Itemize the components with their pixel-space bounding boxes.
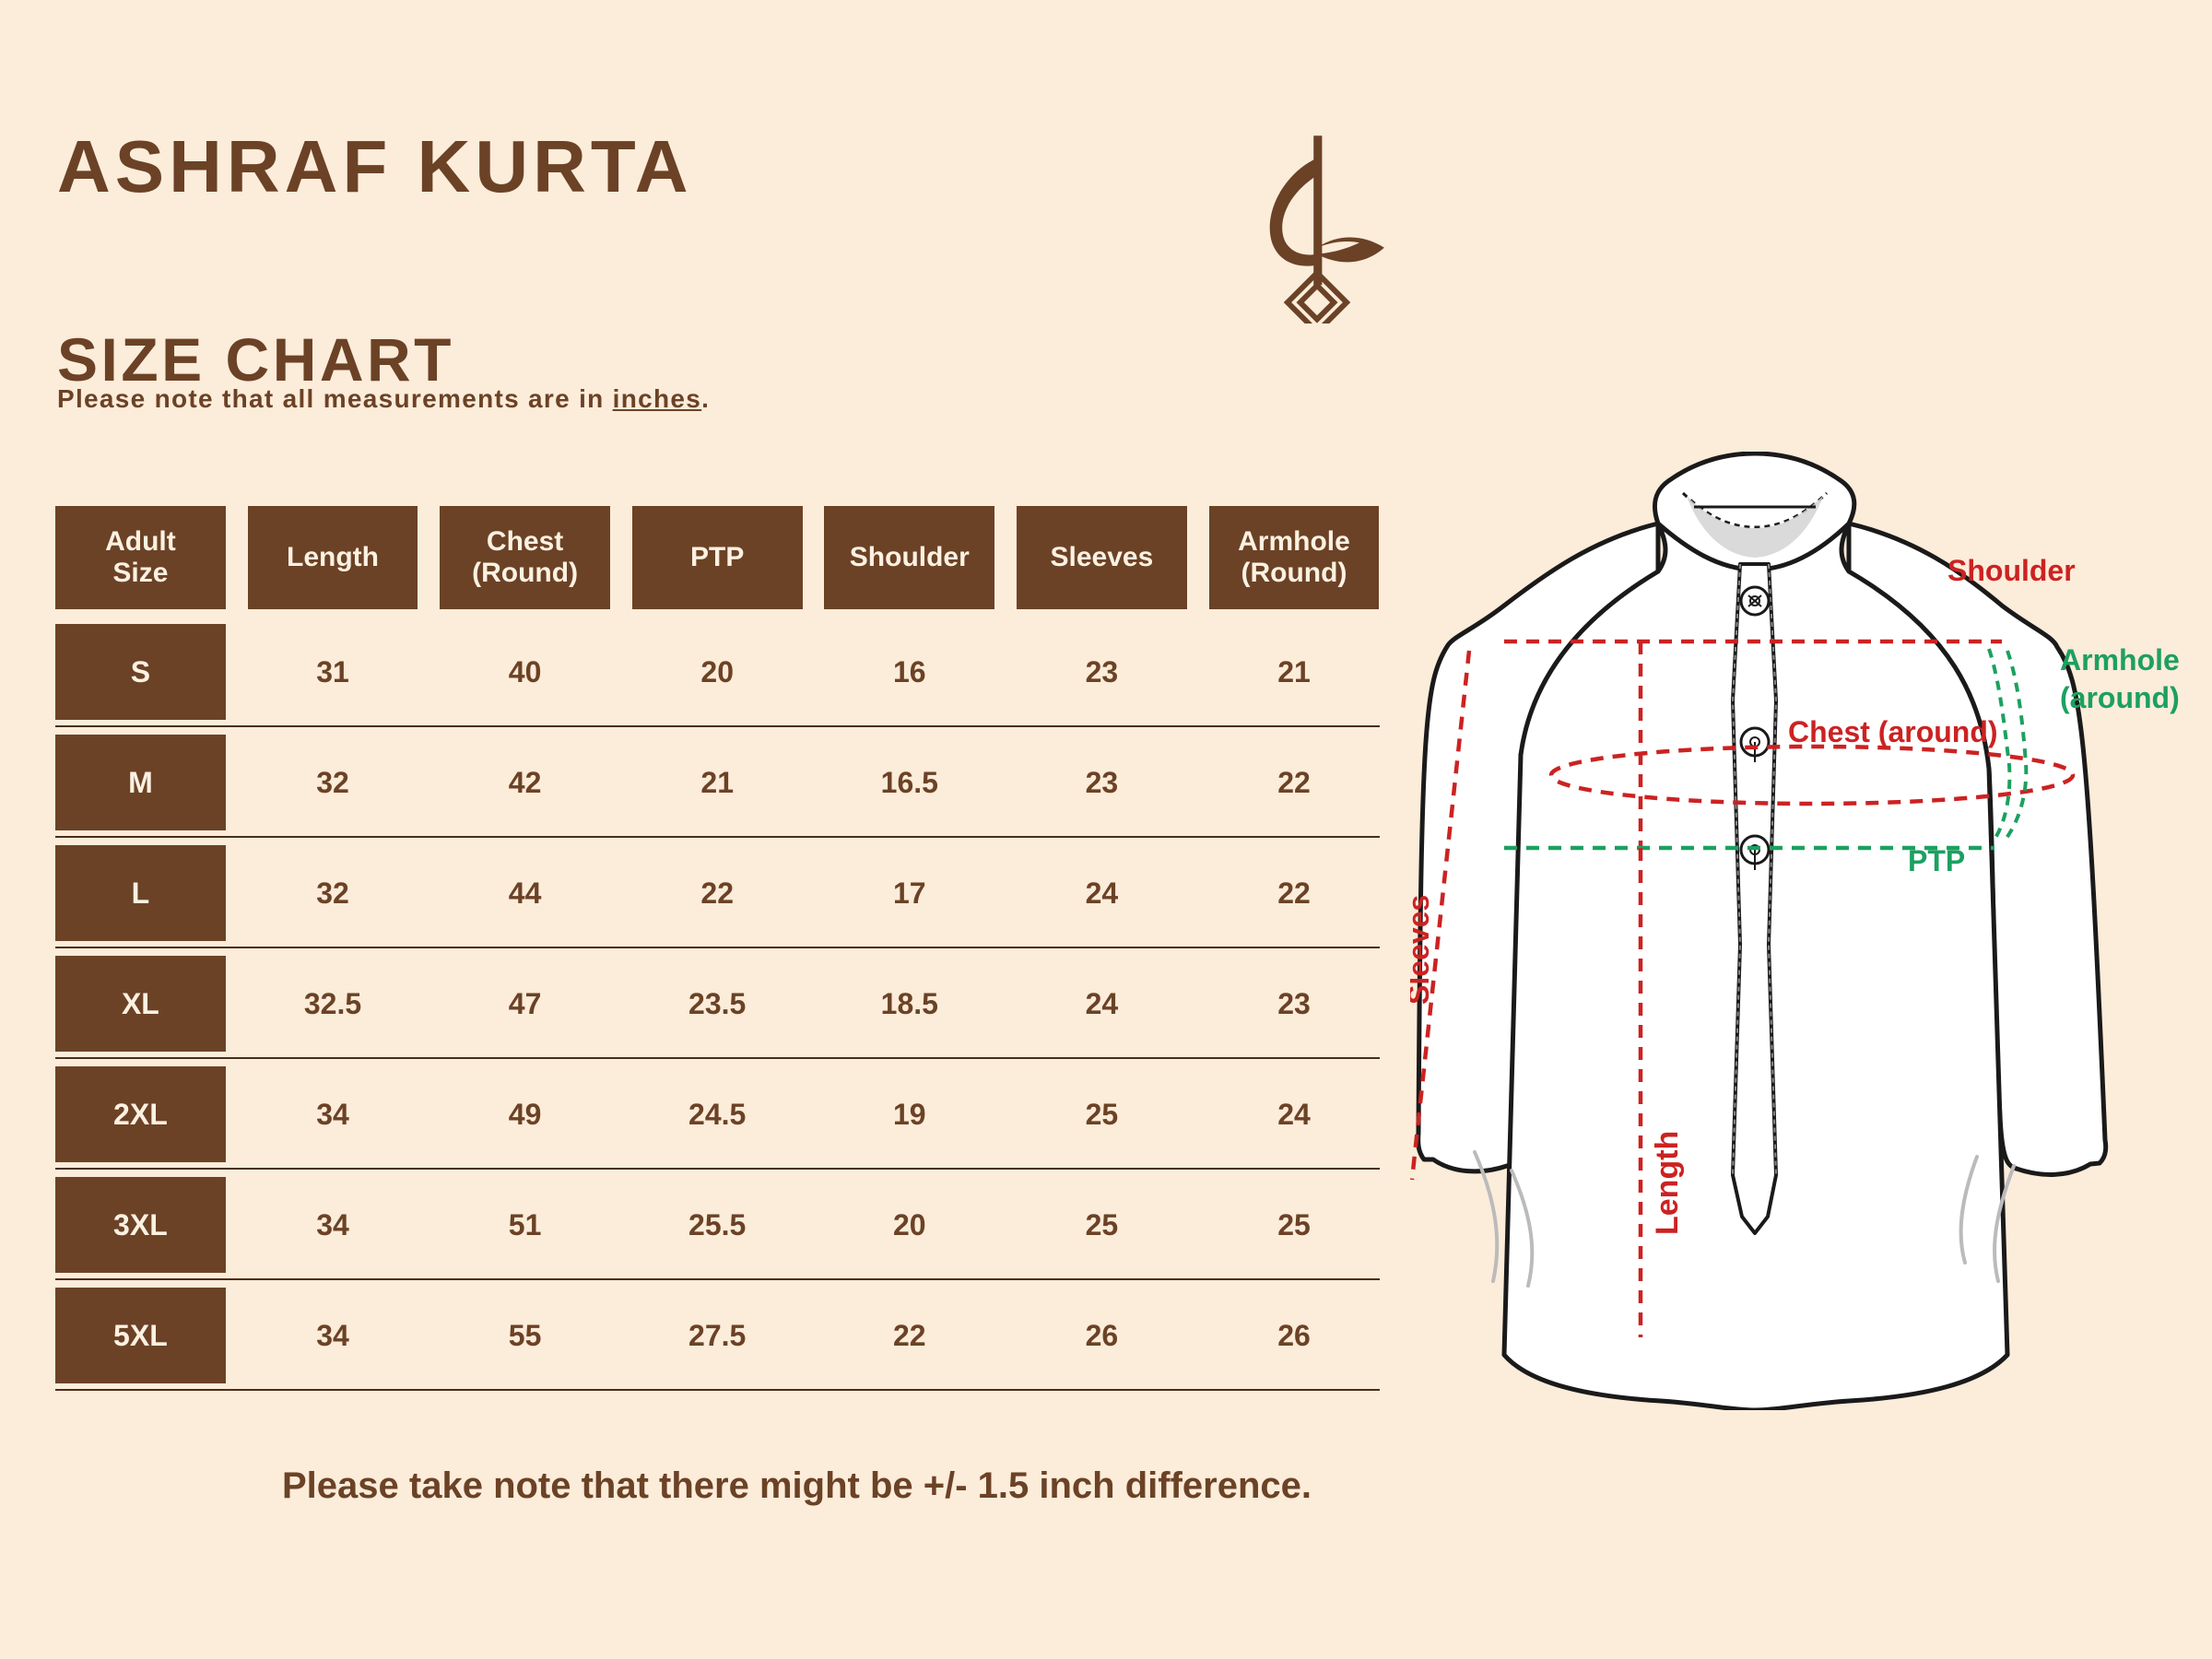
svg-text:(around): (around) — [2060, 681, 2180, 714]
svg-text:Shoulder: Shoulder — [1947, 554, 2076, 587]
svg-text:Sleeves: Sleeves — [1410, 895, 1435, 1005]
svg-text:PTP: PTP — [1908, 844, 1965, 877]
svg-text:Armhole: Armhole — [2060, 643, 2180, 677]
svg-text:Length: Length — [1650, 1131, 1685, 1235]
svg-text:Chest (around): Chest (around) — [1788, 715, 1998, 748]
